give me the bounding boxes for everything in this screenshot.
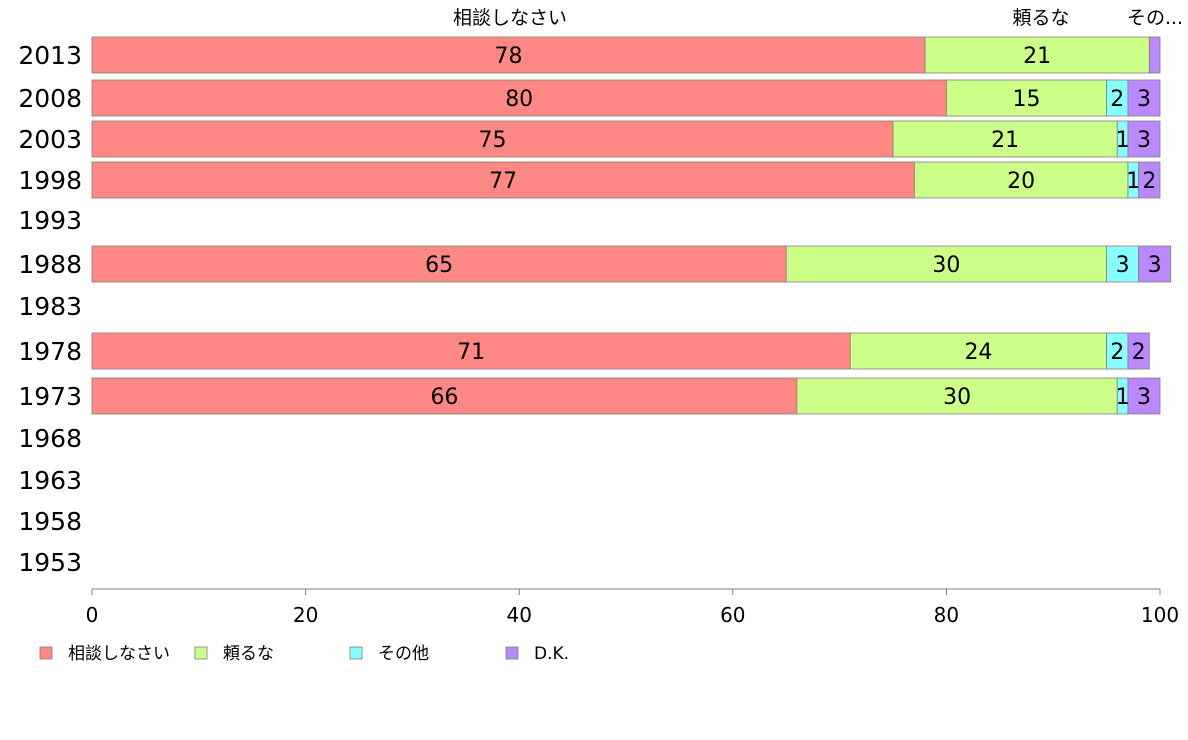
data-label: 75 [479,128,507,153]
data-label: 21 [1023,44,1051,69]
bar-segment [91,161,915,199]
data-label: 2 [1132,340,1146,365]
data-label: 24 [964,340,992,365]
category-label: 1993 [18,206,82,235]
legend-swatch [194,646,208,660]
data-label: 30 [943,385,971,410]
bar-segment [1138,245,1172,283]
bar-segment [1148,36,1161,74]
data-label: 2 [1142,169,1156,194]
data-label: 3 [1148,253,1162,278]
category-label: 1968 [18,424,82,453]
data-label: 2 [1110,87,1124,112]
x-tick-label: 0 [86,603,99,627]
bar-segment [785,245,1108,283]
data-label: 15 [1013,87,1041,112]
data-label: 3 [1137,128,1151,153]
data-label: 71 [457,340,485,365]
legend-swatch [349,646,363,660]
category-label: 1983 [18,292,82,321]
data-label: 80 [505,87,533,112]
category-label: 1953 [18,548,82,577]
legend-label: D.K. [534,644,569,664]
top-label: 相談しなさい [453,7,567,29]
x-tick-label: 40 [506,603,531,627]
data-label: 1 [1116,128,1130,153]
data-label: 1 [1116,385,1130,410]
bar-segment [91,377,798,415]
legend-label: 頼るな [223,644,274,664]
bar-segment [913,161,1129,199]
data-label: 20 [1007,169,1035,194]
x-tick-label: 100 [1141,603,1179,627]
bar-segment [1127,377,1161,415]
legend-label: その他 [378,644,429,664]
data-label: 65 [425,253,453,278]
bar-segment [946,79,1108,117]
legend-swatch [39,646,53,660]
category-label: 1973 [18,382,82,411]
x-tick-label: 60 [720,603,745,627]
data-label: 2 [1110,340,1124,365]
bar-segment [1138,161,1161,199]
x-tick-label: 20 [293,603,318,627]
bar-segment [1127,332,1150,370]
data-label: 3 [1137,385,1151,410]
top-label: その... [1127,7,1183,29]
data-label: 77 [489,169,517,194]
data-label: 3 [1116,253,1130,278]
category-label: 1988 [18,250,82,279]
bar-segment [924,36,1150,74]
category-label: 1958 [18,507,82,536]
bar-segment [91,120,894,158]
bar-segment [91,332,851,370]
bar-segment [91,79,947,117]
x-tick-label: 80 [934,603,959,627]
legend-label: 相談しなさい [68,644,170,664]
category-label: 2003 [18,125,82,154]
category-label: 2013 [18,41,82,70]
data-label: 78 [495,44,523,69]
category-label: 2008 [18,84,82,113]
data-label: 30 [932,253,960,278]
bar-segment [1127,120,1161,158]
bar-segment [1127,79,1161,117]
bar-segment [849,332,1108,370]
bar-segment [91,36,926,74]
data-label: 1 [1126,169,1140,194]
category-label: 1978 [18,337,82,366]
legend-swatch [505,646,519,660]
bar-segment [892,120,1118,158]
bar-segment [796,377,1118,415]
top-label: 頼るな [1012,7,1069,29]
category-label: 1998 [18,166,82,195]
data-label: 21 [991,128,1019,153]
data-label: 3 [1137,87,1151,112]
data-label: 66 [430,385,458,410]
category-label: 1963 [18,466,82,495]
